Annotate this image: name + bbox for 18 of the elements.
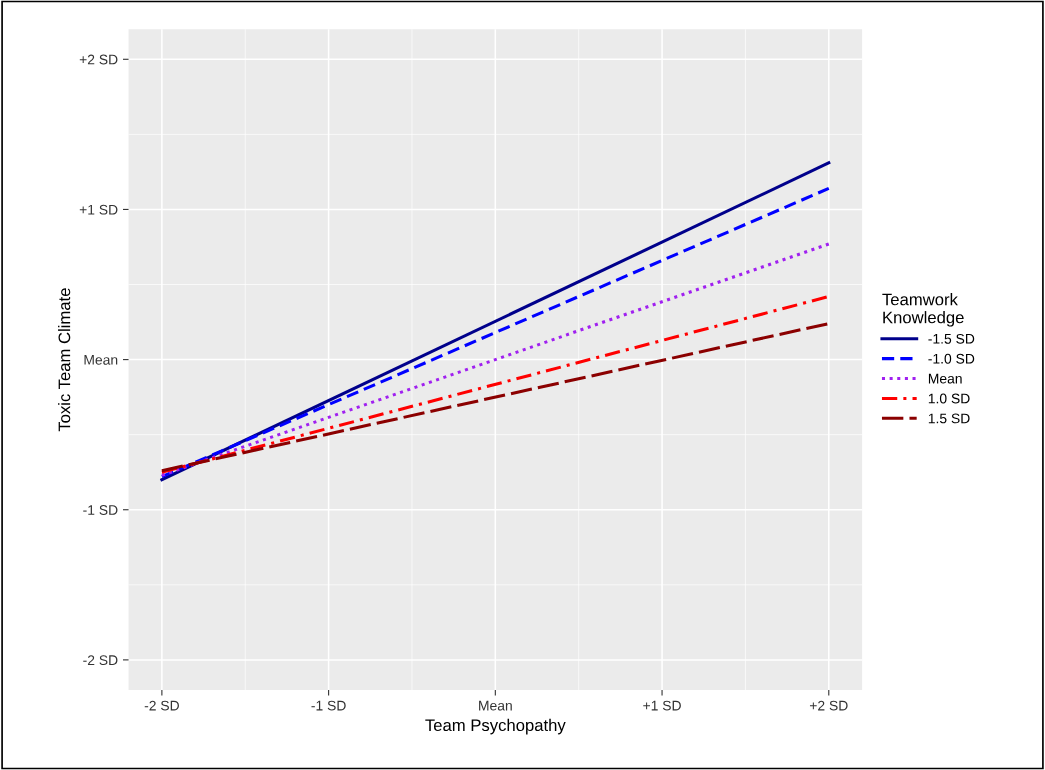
x-tick-label: -2 SD: [144, 700, 179, 711]
x-tick-label: +1 SD: [643, 700, 681, 711]
y-tick-label: +1 SD: [79, 204, 118, 215]
y-tick-label: Mean: [84, 355, 118, 365]
legend-label: -1.5 SD: [928, 333, 975, 344]
y-tick-label: +2 SD: [79, 54, 118, 65]
y-axis-title: Toxic Team Climate: [58, 288, 71, 432]
legend-title: Teamwork Knowledge: [882, 293, 964, 327]
legend-label: 1.5 SD: [928, 413, 970, 424]
legend-label: -1.0 SD: [928, 353, 975, 364]
legend-label: 1.0 SD: [928, 393, 970, 404]
y-tick-label: -2 SD: [83, 655, 118, 666]
x-axis-title: Team Psychopathy: [425, 718, 566, 735]
x-tick-label: Mean: [479, 700, 512, 711]
legend-label: Mean: [928, 373, 962, 384]
x-tick-label: +2 SD: [809, 700, 848, 711]
x-tick-label: -1 SD: [311, 700, 346, 711]
y-tick-label: -1 SD: [83, 505, 118, 515]
